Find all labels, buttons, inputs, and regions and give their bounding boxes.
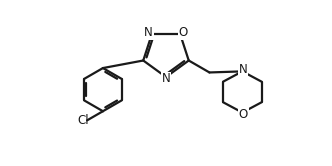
Text: Cl: Cl [77, 114, 89, 127]
Text: N: N [162, 72, 170, 85]
Text: N: N [144, 26, 153, 39]
Text: O: O [179, 26, 188, 39]
Text: O: O [239, 108, 248, 121]
Text: N: N [239, 63, 248, 76]
